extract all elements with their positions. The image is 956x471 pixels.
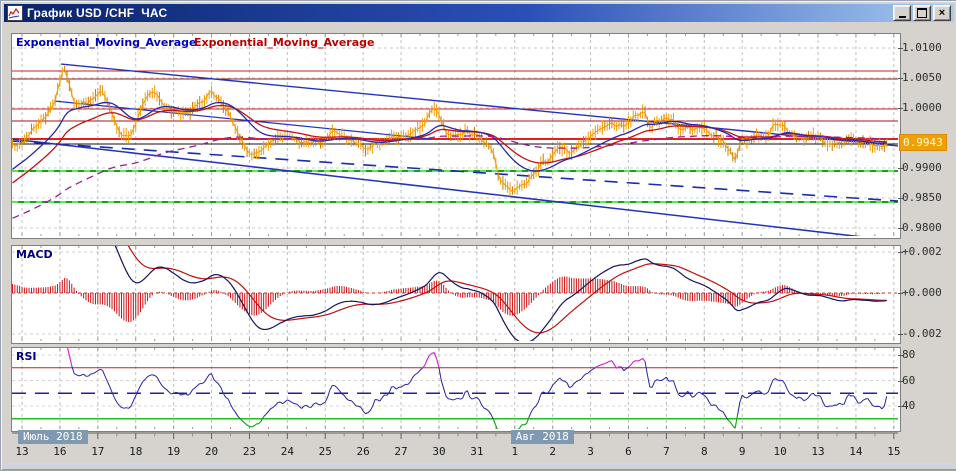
date-axis-label: 1 (511, 445, 519, 458)
maximize-icon (917, 8, 927, 18)
price-axis-label: 1.0100 (902, 40, 942, 54)
close-icon: × (938, 7, 946, 19)
macd-canvas[interactable] (12, 246, 898, 341)
window-title: График USD /CHF ЧАС (27, 6, 168, 20)
date-axis-label: 15 (887, 445, 901, 458)
rsi-axis-tick (898, 380, 903, 382)
price-axis-tick (898, 228, 903, 230)
date-axis-label: 10 (773, 445, 787, 458)
date-axis-label: 13 (15, 445, 29, 458)
date-axis-label: 19 (167, 445, 181, 458)
date-axis-label: 14 (849, 445, 863, 458)
date-axis-label: 8 (700, 445, 708, 458)
date-axis-label: 7 (663, 445, 670, 458)
minimize-button[interactable] (893, 5, 911, 21)
window-buttons: × (893, 5, 952, 21)
minimize-icon (898, 15, 906, 18)
price-axis-tick (898, 198, 903, 199)
rsi-panel[interactable]: RSI (11, 347, 901, 432)
date-axis-label: 26 (356, 445, 370, 458)
price-axis-tick (898, 107, 903, 109)
rsi-axis-tick (898, 355, 903, 357)
price-axis-label: 1.0050 (902, 70, 942, 84)
rsi-canvas[interactable] (12, 348, 898, 429)
rsi-label: RSI (16, 350, 37, 363)
ema-slow-legend: Exponential_Moving_Average (194, 36, 375, 49)
date-axis-label: 27 (394, 445, 408, 458)
date-axis-label: 16 (53, 445, 67, 458)
date-axis-label: 25 (318, 445, 332, 458)
macd-axis-tick (898, 292, 903, 294)
date-axis-label: 23 (242, 445, 257, 458)
price-axis-label: 1.0000 (902, 100, 942, 114)
date-axis-label: 13 (811, 445, 825, 458)
price-axis-label: 0.9900 (902, 161, 942, 174)
maximize-button[interactable] (913, 5, 931, 21)
current-price-label: 0.9943 (899, 134, 947, 152)
price-chart-panel[interactable]: Exponential_Moving_Average Exponential_M… (11, 33, 901, 239)
macd-panel[interactable]: MACD (11, 245, 901, 344)
date-axis-label: 18 (129, 445, 143, 458)
date-axis-label: 20 (204, 445, 219, 458)
date-axis-label: 9 (738, 445, 746, 458)
close-button[interactable]: × (933, 5, 951, 21)
price-axis-tick (898, 77, 903, 79)
macd-axis-tick (898, 251, 903, 253)
rsi-axis-tick (898, 406, 903, 408)
price-axis-tick (898, 47, 903, 49)
rsi-axis-label: 60 (902, 373, 916, 387)
ema-fast-legend: Exponential_Moving_Average (16, 36, 197, 49)
date-axis-label: 6 (625, 445, 632, 458)
month-badge: Авг 2018 (510, 430, 574, 444)
date-axis-label: 30 (432, 445, 446, 458)
price-chart-canvas[interactable] (12, 34, 898, 236)
date-axis-label: 17 (91, 445, 105, 458)
macd-axis-tick (898, 334, 903, 336)
macd-axis-label: +0.000 (902, 285, 942, 299)
macd-axis-label: +0.002 (902, 244, 942, 258)
price-axis-tick (898, 168, 903, 169)
macd-label: MACD (16, 248, 53, 261)
chart-app-icon (7, 5, 23, 21)
window-titlebar[interactable]: График USD /CHF ЧАС × (4, 4, 954, 22)
price-axis-label: 0.9800 (902, 221, 942, 235)
date-axis-label: 24 (280, 445, 294, 458)
date-axis-label: 31 (470, 445, 484, 458)
date-axis-label: 3 (587, 445, 594, 458)
date-axis-label: 2 (549, 445, 556, 458)
window-bottom-edge (4, 463, 954, 465)
macd-axis-label: -0.002 (902, 327, 942, 341)
price-axis-label: 0.9850 (902, 191, 942, 204)
rsi-axis-label: 80 (902, 348, 916, 362)
rsi-axis-label: 40 (902, 399, 916, 413)
month-badge: Июль 2018 (18, 430, 88, 444)
